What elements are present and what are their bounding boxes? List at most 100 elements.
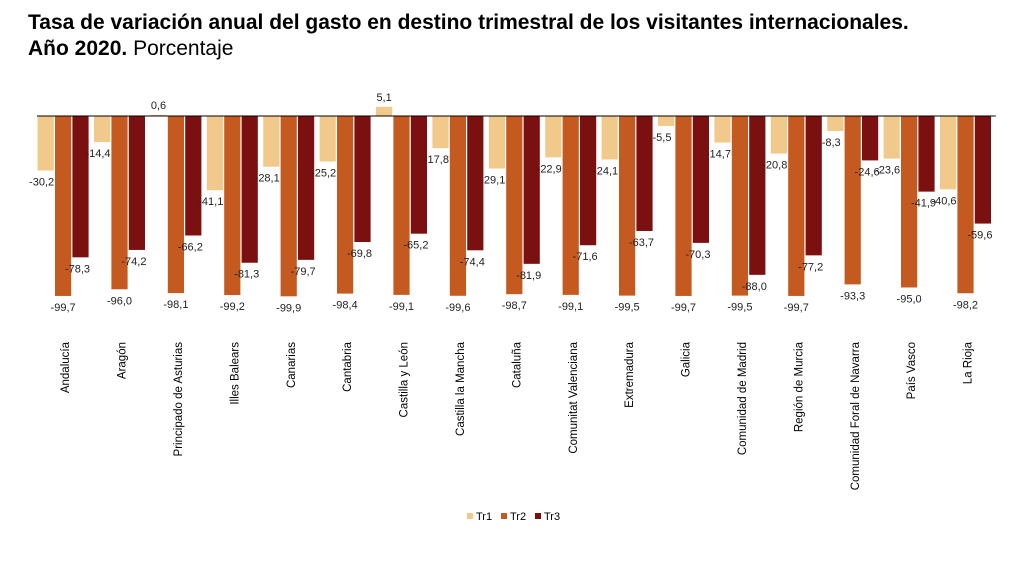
data-label-tr3-la-rioja: -59,6 — [967, 230, 992, 242]
category-label-principado-de-asturias: Principado de Asturias — [173, 342, 185, 457]
category-label-extremadura: Extremadura — [624, 341, 636, 407]
data-labels-layer: -30,2 -99,7 -78,3 -14,4 -96,0 -74,2 0,6 -98,1 -6… — [29, 92, 992, 315]
bar-tr3-castilla-la-mancha — [467, 116, 484, 251]
bar-tr3-canarias — [298, 116, 315, 260]
bar-tr1-principado-de-asturias — [150, 114, 167, 116]
bar-tr2-andalucia — [55, 116, 72, 296]
legend: Tr1 Tr2 Tr3 — [467, 511, 560, 523]
category-label-region-de-murcia: Región de Murcia — [793, 341, 805, 432]
bar-tr1-andalucia — [37, 116, 54, 171]
bar-tr3-andalucia — [72, 116, 89, 258]
bar-tr3-aragon — [128, 116, 145, 250]
data-label-tr1-aragon: -14,4 — [85, 148, 110, 160]
data-label-tr3-comunidad-foral-de-navarra: -24,6 — [855, 166, 880, 178]
data-label-tr2-castilla-y-leon: -99,1 — [389, 301, 414, 313]
data-label-tr1-region-de-murcia: -20,8 — [762, 160, 787, 172]
chart-title-line2: Año 2020. — [28, 37, 128, 60]
chart-subtitle: Porcentaje — [133, 37, 234, 60]
chart-title: Tasa de variación anual del gasto en des… — [28, 10, 1018, 62]
bar-tr2-pais-vasco — [901, 116, 918, 288]
chart-title-line1: Tasa de variación anual del gasto en des… — [28, 11, 909, 34]
bar-tr1-region-de-murcia — [770, 116, 787, 154]
bar-tr2-region-de-murcia — [788, 116, 805, 296]
bar-tr1-castilla-y-leon — [376, 106, 393, 116]
category-label-canarias: Canarias — [286, 342, 298, 388]
data-label-tr1-pais-vasco: -23,6 — [875, 165, 900, 177]
category-label-castilla-y-leon: Castilla y León — [399, 342, 411, 417]
data-label-tr2-galicia: -99,7 — [671, 302, 696, 314]
bar-tr1-cataluna — [488, 116, 505, 169]
data-label-tr2-castilla-la-mancha: -99,6 — [445, 302, 470, 314]
bar-tr1-extremadura — [601, 116, 618, 160]
bar-tr3-cataluna — [523, 116, 540, 264]
category-labels-layer: Andalucía Aragón Principado de Asturias Ill… — [60, 341, 974, 490]
data-label-tr3-extremadura: -63,7 — [629, 237, 654, 249]
category-label-cataluna: Cataluña — [511, 341, 523, 388]
data-label-tr3-castilla-y-leon: -65,2 — [403, 240, 428, 252]
data-label-tr3-canarias: -79,7 — [291, 266, 316, 278]
data-label-tr3-comunitat-valenciana: -71,6 — [573, 251, 598, 263]
data-label-tr2-comunitat-valenciana: -99,1 — [558, 301, 583, 313]
category-label-castilla-la-mancha: Castilla la Mancha — [455, 341, 467, 436]
legend-swatch-tr2 — [501, 513, 507, 519]
category-label-andalucia: Andalucía — [60, 341, 72, 393]
legend-label-tr3: Tr3 — [544, 511, 560, 523]
data-label-tr1-galicia: -5,5 — [653, 132, 672, 144]
bar-tr2-canarias — [280, 116, 297, 297]
data-label-tr1-principado-de-asturias: 0,6 — [151, 100, 166, 112]
data-label-tr3-andalucia: -78,3 — [65, 263, 90, 275]
data-label-tr2-cantabria: -98,4 — [333, 300, 358, 312]
bar-tr3-pais-vasco — [918, 116, 935, 192]
data-label-tr1-cataluna: -29,1 — [480, 175, 505, 187]
data-label-tr3-cantabria: -69,8 — [347, 248, 372, 260]
data-label-tr3-principado-de-asturias: -66,2 — [178, 241, 203, 253]
bar-tr2-cataluna — [506, 116, 523, 295]
category-label-comunitat-valenciana: Comunitat Valenciana — [568, 341, 580, 453]
legend-swatch-tr3 — [535, 513, 541, 519]
bar-tr2-illes-balears — [224, 116, 241, 296]
bar-tr3-cantabria — [354, 116, 371, 242]
data-label-tr2-la-rioja: -98,2 — [953, 299, 978, 311]
bar-tr2-comunitat-valenciana — [562, 116, 579, 295]
bar-tr1-canarias — [263, 116, 280, 167]
data-label-tr2-cataluna: -98,7 — [502, 300, 527, 312]
bar-tr3-la-rioja — [974, 116, 991, 224]
data-label-tr1-cantabria: -25,2 — [311, 167, 336, 179]
data-label-tr1-comunitat-valenciana: -22,9 — [537, 163, 562, 175]
bar-tr1-comunitat-valenciana — [545, 116, 562, 158]
legend-swatch-tr1 — [467, 513, 473, 519]
category-label-illes-balears: Illes Balears — [229, 342, 241, 405]
data-label-tr3-comunidad-de-madrid: -88,0 — [742, 281, 767, 293]
data-label-tr1-castilla-y-leon: 5,1 — [376, 92, 391, 104]
bar-tr3-comunitat-valenciana — [580, 116, 597, 246]
data-label-tr2-pais-vasco: -95,0 — [897, 293, 922, 305]
data-label-tr1-andalucia: -30,2 — [29, 177, 54, 189]
bar-tr2-comunidad-foral-de-navarra — [844, 116, 861, 285]
category-label-cantabria: Cantabria — [342, 341, 354, 391]
bar-tr1-castilla-la-mancha — [432, 116, 449, 149]
data-label-tr2-aragon: -96,0 — [107, 295, 132, 307]
bar-tr3-illes-balears — [241, 116, 258, 263]
bar-tr1-galicia — [658, 116, 675, 126]
data-label-tr3-cataluna: -81,9 — [516, 270, 541, 282]
bar-tr1-comunidad-foral-de-navarra — [827, 116, 844, 131]
bar-tr3-extremadura — [636, 116, 653, 231]
data-label-tr3-pais-vasco: -41,9 — [911, 198, 936, 210]
bar-tr2-castilla-la-mancha — [449, 116, 466, 296]
data-label-tr3-galicia: -70,3 — [685, 249, 710, 261]
bar-tr2-castilla-y-leon — [393, 116, 410, 295]
data-label-tr1-comunidad-foral-de-navarra: -8,3 — [822, 137, 841, 149]
bar-tr2-principado-de-asturias — [167, 116, 184, 294]
bar-tr2-galicia — [675, 116, 692, 296]
data-label-tr1-castilla-la-mancha: -17,8 — [424, 154, 449, 166]
category-label-aragon: Aragón — [117, 342, 129, 379]
bar-tr3-comunidad-foral-de-navarra — [862, 116, 879, 161]
bars-layer — [37, 106, 991, 297]
bar-tr1-cantabria — [319, 116, 336, 162]
data-label-tr3-aragon: -74,2 — [121, 256, 146, 268]
data-label-tr1-illes-balears: -41,1 — [198, 196, 223, 208]
bar-tr3-region-de-murcia — [805, 116, 822, 256]
bar-tr1-aragon — [94, 116, 111, 142]
category-label-la-rioja: La Rioja — [963, 341, 975, 384]
legend-label-tr2: Tr2 — [510, 511, 526, 523]
